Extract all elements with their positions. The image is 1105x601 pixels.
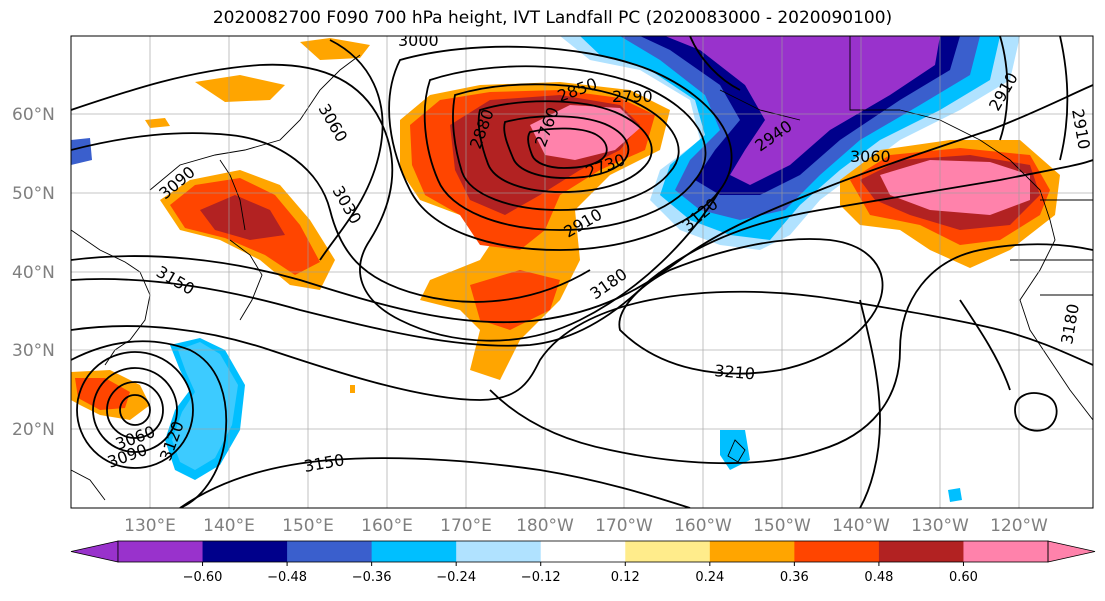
- height-contours: [71, 36, 1093, 508]
- negative-region-small-a: [71, 138, 92, 165]
- lon-label: 160°E: [361, 516, 413, 536]
- negative-region-small-b: [720, 430, 750, 470]
- lon-label: 140°E: [203, 516, 255, 536]
- colorbar-segment: [540, 541, 626, 562]
- colorbar-segment: [963, 541, 1049, 562]
- map-frame: [70, 35, 1094, 509]
- colorbar-tick-label: 0.12: [611, 570, 640, 585]
- colorbar-over-arrow: [1047, 540, 1096, 563]
- lon-label: 170°W: [595, 516, 653, 536]
- lon-label: 180°W: [516, 516, 574, 536]
- colorbar: −0.60 −0.48 −0.36 −0.24 −0.12 0.12 0.24 0.36 0.4…: [70, 540, 1096, 585]
- positive-region-red-south: [470, 270, 560, 330]
- lon-label: 130°E: [124, 516, 176, 536]
- colorbar-segment: [878, 541, 964, 562]
- lat-label: 40°N: [12, 263, 55, 283]
- positive-region-small-orange: [145, 118, 170, 128]
- lon-label: 120°W: [990, 516, 1048, 536]
- colorbar-outline: [117, 540, 1049, 563]
- negative-region-small-c: [948, 488, 962, 502]
- colorbar-segment: [118, 541, 204, 562]
- positive-region-orange-northwest: [195, 75, 285, 102]
- colorbar-segment: [625, 541, 711, 562]
- lon-label: 170°E: [440, 516, 492, 536]
- negative-region-southwest-light: [172, 342, 238, 470]
- lat-label: 50°N: [12, 184, 55, 204]
- colorbar-segment: [202, 541, 288, 562]
- lat-label: 60°N: [12, 105, 55, 125]
- lat-label: 20°N: [12, 420, 55, 440]
- lat-label: 30°N: [12, 341, 55, 361]
- lon-label: 130°W: [911, 516, 969, 536]
- colorbar-tick-label: −0.60: [183, 570, 223, 585]
- colorbar-tick-label: −0.12: [521, 570, 561, 585]
- colorbar-tick-label: −0.48: [267, 570, 307, 585]
- positive-region-red-southwest: [75, 378, 130, 410]
- positive-region-pink-center: [530, 105, 640, 160]
- negative-region-purple: [665, 36, 940, 185]
- contour-label: 3000: [398, 31, 439, 50]
- colorbar-under-arrow: [70, 540, 119, 563]
- lon-label: 150°E: [282, 516, 334, 536]
- contour-label: 3210: [714, 361, 756, 383]
- colorbar-segment: [371, 541, 457, 562]
- colorbar-segment: [794, 541, 880, 562]
- colorbar-segment: [287, 541, 373, 562]
- lon-label: 140°W: [832, 516, 890, 536]
- colorbar-segment: [456, 541, 542, 562]
- chart-title: 2020082700 F090 700 hPa height, IVT Land…: [212, 8, 893, 28]
- colorbar-tick-label: 0.60: [949, 570, 978, 585]
- map-plot-area: 3000 3060 3030 3090 3150 2880 2850 2790 …: [71, 31, 1093, 508]
- longitude-labels: 130°E 140°E 150°E 160°E 170°E 180°W 170°…: [124, 516, 1048, 536]
- positive-region-small-dot: [350, 385, 355, 393]
- colorbar-tick-label: 0.36: [780, 570, 809, 585]
- lon-label: 150°W: [753, 516, 811, 536]
- contour-label: 3060: [850, 147, 891, 166]
- colorbar-tick-label: −0.24: [436, 570, 476, 585]
- colorbar-tick-label: 0.24: [695, 570, 724, 585]
- lon-label: 160°W: [674, 516, 732, 536]
- colorbar-tick-label: −0.36: [352, 570, 392, 585]
- colorbar-tick-label: 0.48: [864, 570, 893, 585]
- colorbar-segment: [709, 541, 795, 562]
- coastlines: [71, 36, 1093, 501]
- latitude-labels: 60°N 50°N 40°N 30°N 20°N: [12, 105, 55, 440]
- contour-label: 2790: [612, 87, 653, 106]
